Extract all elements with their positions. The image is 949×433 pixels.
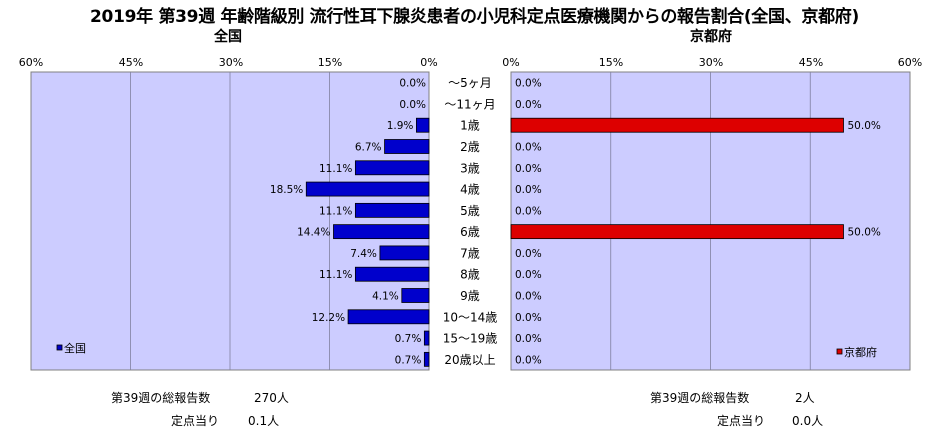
value-label-national: 0.0% — [399, 78, 426, 90]
national-per-value: 0.1人 — [248, 414, 280, 428]
right-tick-label: 30% — [698, 56, 724, 69]
category-label: ～5ヶ月 — [448, 76, 492, 90]
category-label: 10～14歳 — [443, 310, 498, 324]
category-label: 15～19歳 — [443, 332, 498, 346]
bar-kyoto — [510, 224, 844, 240]
left-tick-label: 0% — [420, 56, 438, 69]
value-label-kyoto: 0.0% — [515, 99, 542, 111]
legend-swatch-kyoto — [836, 348, 843, 355]
chart-title: 2019年 第39週 年齢階級別 流行性耳下腺炎患者の小児科定点医療機関からの報… — [90, 7, 859, 27]
value-label-kyoto: 0.0% — [515, 248, 542, 260]
value-label-national: 7.4% — [350, 248, 377, 260]
left-tick-label: 60% — [18, 56, 44, 69]
category-label: 8歳 — [460, 268, 480, 282]
kyoto-total-label: 第39週の総報告数 — [650, 391, 750, 405]
value-label-national: 6.7% — [355, 142, 382, 154]
value-label-kyoto: 0.0% — [515, 291, 542, 303]
bar-national — [384, 139, 430, 154]
national-total-label: 第39週の総報告数 — [111, 391, 211, 405]
left-panel-title: 全国 — [214, 29, 242, 45]
bar-national — [379, 245, 430, 261]
kyoto-per-label: 定点当り — [717, 414, 766, 428]
category-label: ～11ヶ月 — [444, 97, 495, 111]
value-label-kyoto: 0.0% — [515, 354, 542, 366]
value-label-national: 1.9% — [387, 120, 414, 132]
national-total-value: 270人 — [254, 391, 289, 405]
category-label: 1歳 — [460, 119, 480, 133]
left-tick-label: 15% — [317, 56, 343, 69]
bar-national — [401, 288, 430, 303]
bar-national — [354, 160, 430, 176]
value-label-kyoto: 0.0% — [515, 163, 542, 175]
value-label-kyoto: 0.0% — [515, 333, 542, 345]
value-label-kyoto: 0.0% — [515, 184, 542, 196]
bar-kyoto — [510, 117, 844, 133]
category-label: 7歳 — [460, 246, 480, 260]
value-label-kyoto: 50.0% — [848, 120, 881, 132]
value-label-national: 11.1% — [319, 163, 352, 175]
bar-national — [305, 181, 430, 197]
bar-national — [354, 202, 430, 218]
value-label-national: 0.7% — [395, 354, 422, 366]
value-label-national: 11.1% — [319, 205, 352, 217]
bar-national — [423, 351, 430, 367]
value-label-kyoto: 50.0% — [848, 227, 881, 239]
category-label: 2歳 — [460, 140, 480, 154]
right-tick-label: 45% — [798, 56, 824, 69]
bar-national — [347, 309, 430, 325]
legend-label-national: 全国 — [64, 341, 86, 355]
national-per-label: 定点当り — [171, 414, 220, 428]
value-label-national: 0.0% — [399, 99, 426, 111]
value-label-national: 18.5% — [270, 184, 303, 196]
bar-national — [354, 266, 430, 282]
kyoto-total-value: 2人 — [795, 391, 815, 405]
value-label-national: 11.1% — [319, 269, 352, 281]
category-label: 3歳 — [460, 161, 480, 175]
left-tick-label: 45% — [118, 56, 144, 69]
value-label-national: 14.4% — [297, 227, 330, 239]
value-label-kyoto: 0.0% — [515, 312, 542, 324]
bar-national — [423, 330, 430, 346]
category-label: 4歳 — [460, 183, 480, 197]
legend-label-kyoto: 京都府 — [844, 345, 877, 359]
kyoto-per-value: 0.0人 — [792, 414, 824, 428]
bar-national — [415, 117, 430, 133]
bar-national — [333, 224, 430, 240]
category-label: 6歳 — [460, 225, 480, 239]
legend-swatch-national — [56, 344, 63, 351]
value-label-national: 0.7% — [395, 333, 422, 345]
category-label: 5歳 — [460, 204, 480, 218]
value-label-kyoto: 0.0% — [515, 78, 542, 90]
right-tick-label: 60% — [897, 56, 923, 69]
value-label-kyoto: 0.0% — [515, 142, 542, 154]
left-tick-label: 30% — [218, 56, 244, 69]
right-panel-title: 京都府 — [690, 29, 732, 45]
right-tick-label: 15% — [598, 56, 624, 69]
right-tick-label: 0% — [502, 56, 520, 69]
category-label: 20歳以上 — [444, 353, 495, 367]
value-label-kyoto: 0.0% — [515, 269, 542, 281]
value-label-national: 4.1% — [372, 291, 399, 303]
value-label-kyoto: 0.0% — [515, 205, 542, 217]
category-label: 9歳 — [460, 289, 480, 303]
value-label-national: 12.2% — [312, 312, 345, 324]
